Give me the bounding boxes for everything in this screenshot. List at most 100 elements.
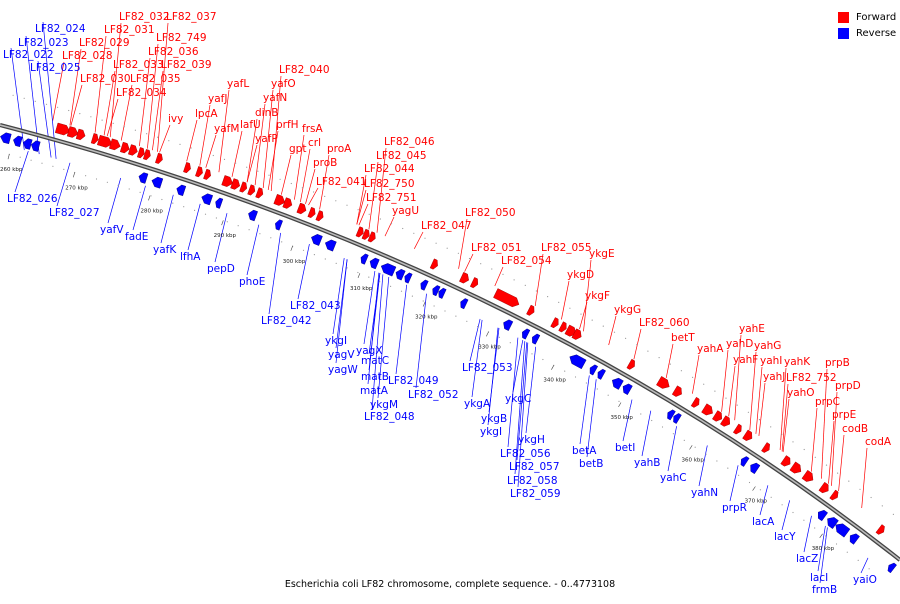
forward-gene <box>195 166 203 178</box>
forward-gene <box>282 197 293 209</box>
track-dot <box>301 187 303 189</box>
label-leader-line <box>781 383 789 452</box>
label-leader-line <box>56 162 71 207</box>
forward-gene-label: LF82_033 <box>113 59 164 71</box>
label-leader-line <box>838 434 845 492</box>
label-leader-line <box>139 57 151 147</box>
forward-gene <box>90 133 99 145</box>
track-dot <box>45 103 48 105</box>
forward-gene-label: yahI <box>760 355 782 367</box>
label-leader-line <box>70 84 83 126</box>
reverse-gene <box>673 413 682 424</box>
label-leader-line <box>525 346 537 434</box>
reverse-gene <box>215 197 224 209</box>
label-leader-line <box>779 367 787 451</box>
reverse-gene-label: LF82_049 <box>388 375 439 387</box>
reverse-gene <box>201 193 214 206</box>
track-dot <box>669 363 671 365</box>
reverse-gene <box>360 253 369 265</box>
track-dot <box>368 213 370 215</box>
label-leader-line <box>692 354 700 394</box>
label-leader-line <box>828 420 835 484</box>
forward-gene-label: LF82_036 <box>148 46 199 58</box>
legend: Forward Reverse <box>838 9 896 41</box>
forward-gene <box>361 228 370 240</box>
track-dot <box>41 162 43 164</box>
forward-gene <box>789 461 802 474</box>
label-leader-line <box>458 218 468 269</box>
forward-gene <box>459 272 469 284</box>
reverse-gene <box>404 272 413 284</box>
forward-gene-label: LF82_060 <box>639 317 690 329</box>
tick-mark <box>486 331 489 337</box>
forward-gene <box>66 126 79 138</box>
label-leader-line <box>160 194 174 244</box>
label-leader-line <box>665 343 674 378</box>
reverse-gene-label: LF82_056 <box>500 448 551 460</box>
forward-gene <box>712 410 722 422</box>
forward-gene-label: lpcA <box>195 108 218 120</box>
track-dot <box>400 290 403 292</box>
forward-gene-label: LF82_034 <box>116 87 167 99</box>
track-dot <box>390 223 393 225</box>
forward-gene-label: LF82_030 <box>80 73 131 85</box>
legend-reverse-label: Reverse <box>856 27 897 39</box>
map-caption: Escherichia coli LF82 chromosome, comple… <box>284 579 616 590</box>
track-dot <box>498 336 500 338</box>
track-dot <box>215 217 217 219</box>
track-dot <box>19 156 21 158</box>
label-leader-line <box>199 104 211 166</box>
track-dot <box>835 543 838 545</box>
track-dot <box>714 390 716 392</box>
track-dot <box>335 200 337 202</box>
forward-gene <box>626 358 635 370</box>
forward-gene-label: yahO <box>787 387 815 399</box>
track-dot <box>596 388 598 390</box>
track-dot <box>569 307 571 309</box>
track-dot <box>468 257 471 260</box>
track-dot <box>435 242 437 244</box>
track-dot <box>201 151 203 153</box>
tick-mark <box>752 486 756 491</box>
track-dot <box>814 456 816 458</box>
label-leader-line <box>332 258 345 335</box>
reverse-gene-label: betI <box>615 442 635 454</box>
forward-gene <box>550 317 559 329</box>
forward-gene <box>801 469 814 482</box>
reverse-gene-label: pepD <box>207 263 235 275</box>
reverse-gene <box>13 135 23 148</box>
tick-mark <box>357 273 361 279</box>
reverse-gene-label: LF82_043 <box>290 300 341 312</box>
track-dot <box>139 191 141 193</box>
forward-gene-label: yahK <box>784 356 811 368</box>
tick-mark <box>148 195 151 201</box>
track-dot <box>814 527 816 529</box>
track-dot <box>591 319 593 321</box>
track-dot <box>194 209 196 211</box>
reverse-gene-label: betB <box>579 458 603 470</box>
label-leader-line <box>782 398 790 453</box>
track-dot <box>346 204 348 206</box>
track-dot <box>647 350 649 352</box>
tick-label: 320 kbp <box>415 315 438 321</box>
tick-mark <box>551 365 555 370</box>
label-leader-line <box>152 70 164 151</box>
track-dot <box>625 337 627 339</box>
track-dot <box>279 178 281 180</box>
reverse-gene-label: ykgB <box>481 413 507 425</box>
forward-gene-label: yagU <box>392 205 419 217</box>
forward-gene <box>732 423 742 435</box>
track-dot <box>792 511 794 514</box>
forward-gene-label: yafM <box>214 123 239 135</box>
reverse-gene <box>176 184 187 197</box>
track-dot <box>881 505 883 507</box>
label-leader-line <box>641 410 652 457</box>
label-leader-line <box>69 48 82 126</box>
forward-gene-label: LF82_054 <box>501 255 552 267</box>
reverse-gene <box>0 132 12 145</box>
forward-gene <box>230 178 241 190</box>
track-dot <box>106 181 108 183</box>
label-leader-line <box>861 447 868 509</box>
forward-gene <box>315 210 324 222</box>
forward-gene-label: LF82_047 <box>421 220 472 232</box>
